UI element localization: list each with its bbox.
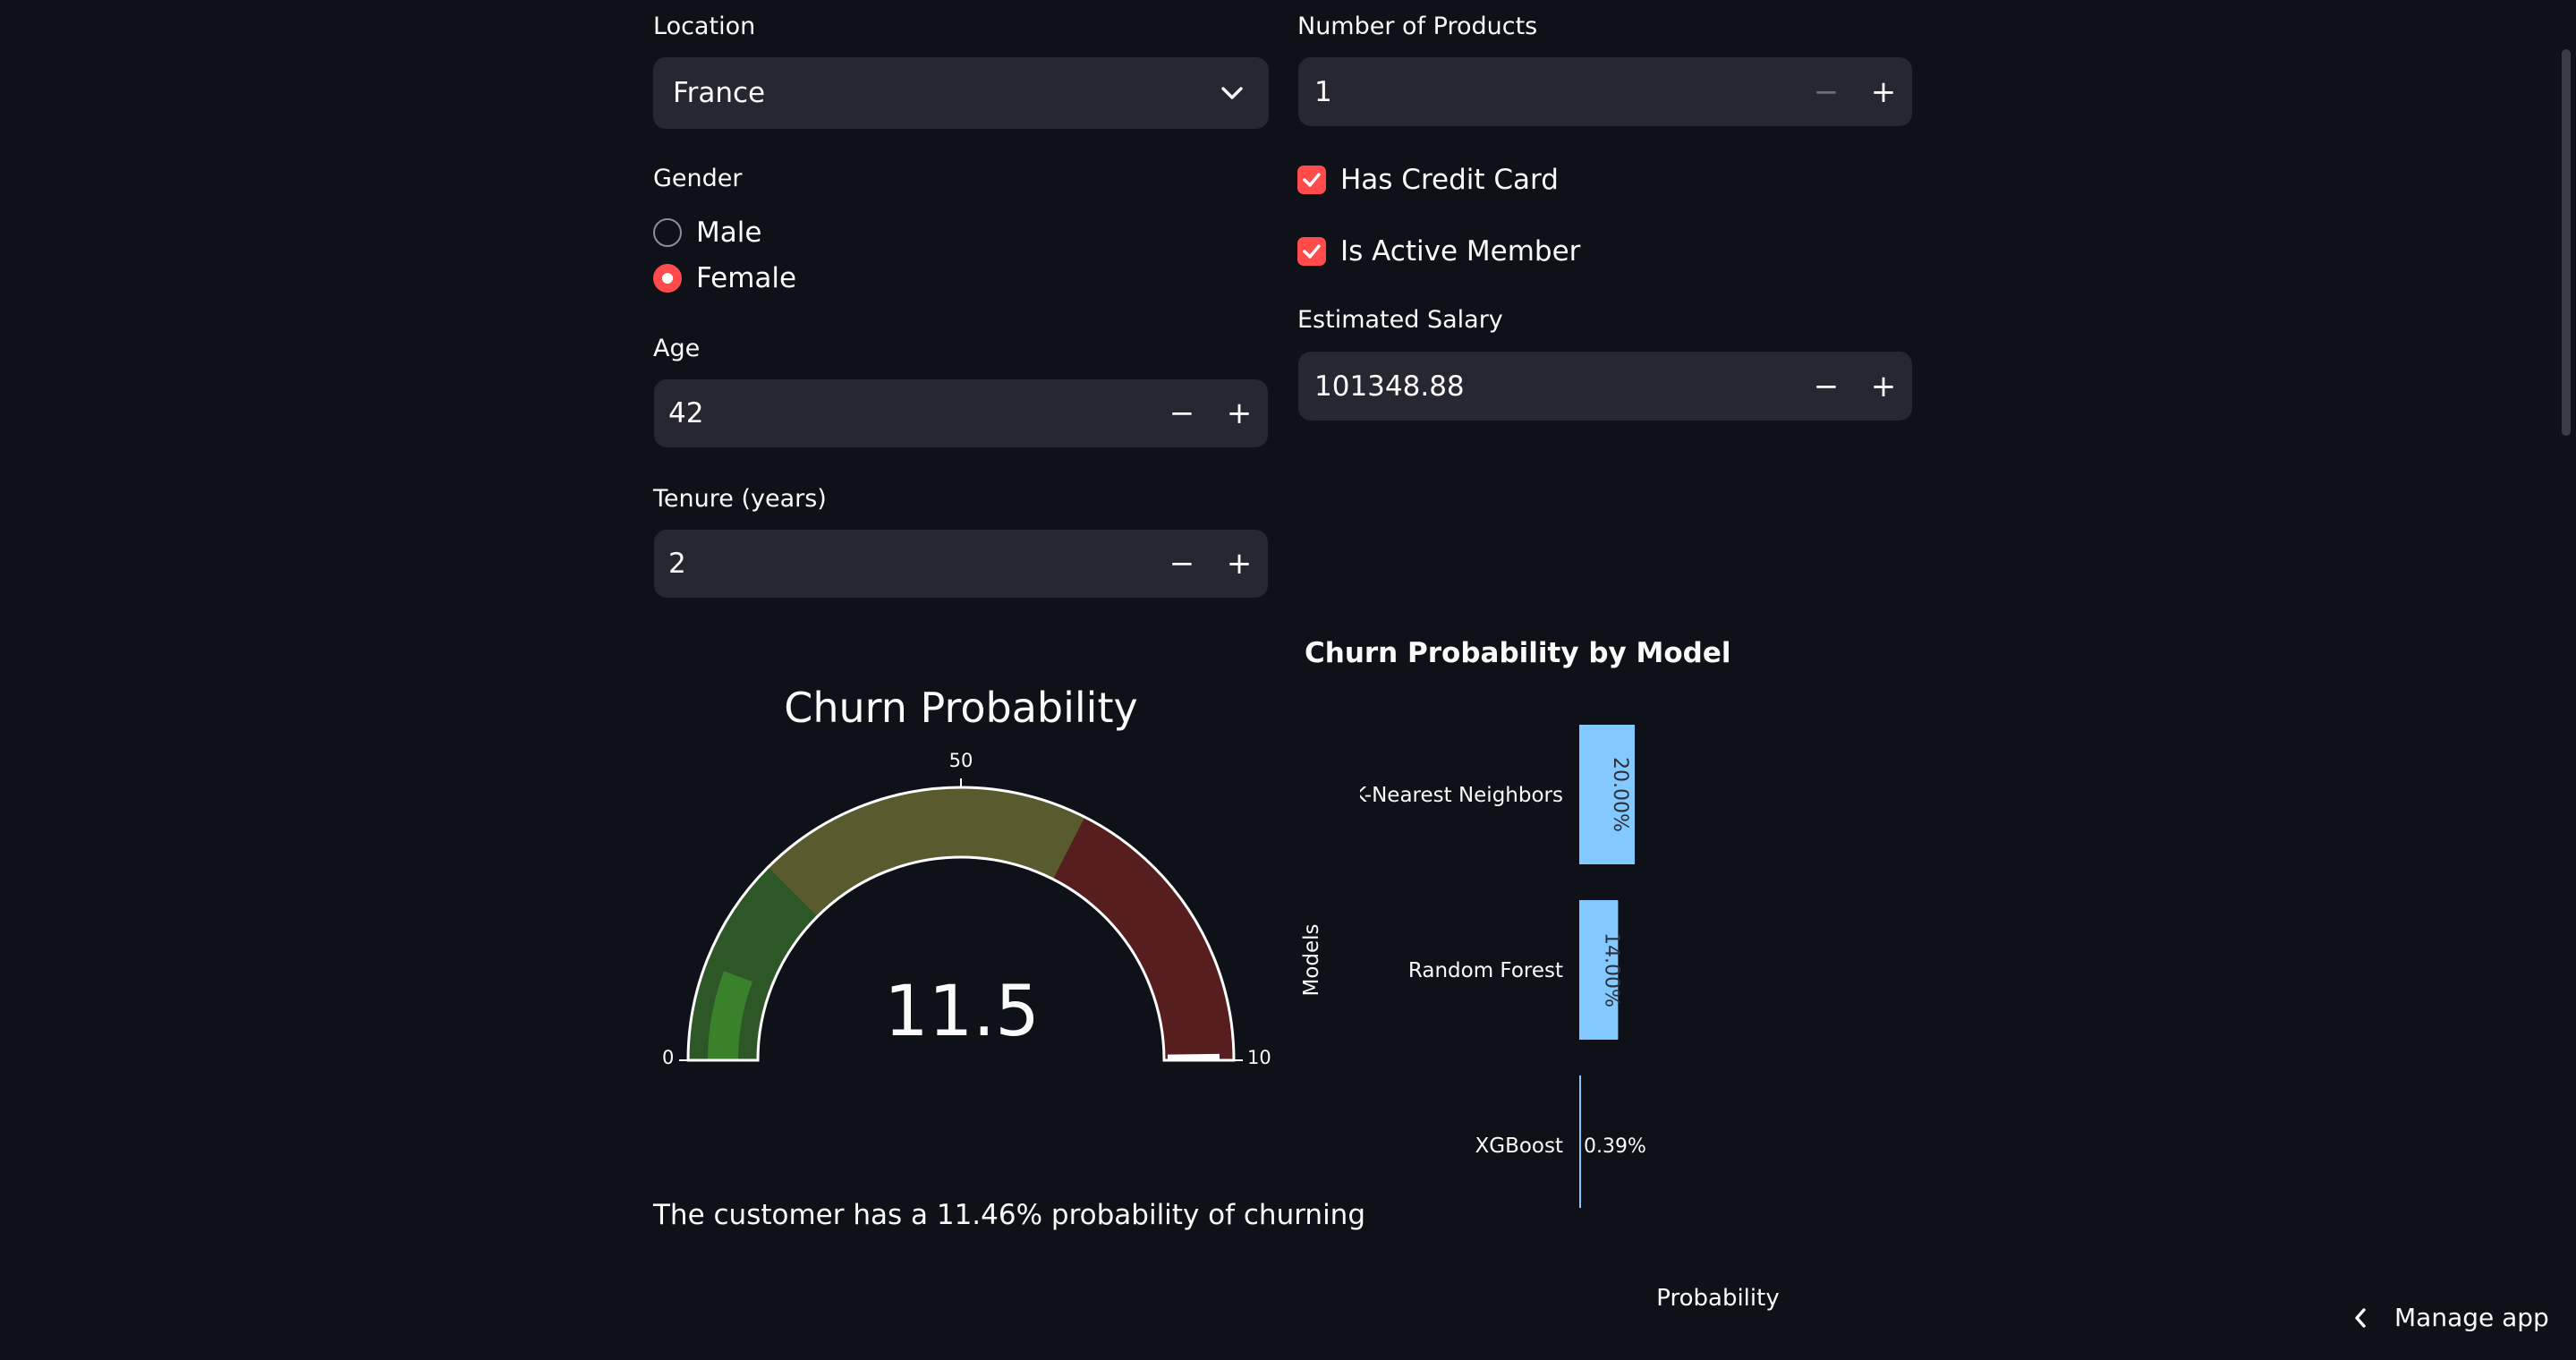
manage-app-button[interactable]: Manage app <box>2353 1303 2549 1332</box>
manage-app-label: Manage app <box>2394 1303 2549 1332</box>
bar-value-label: 20.00% <box>1609 757 1631 832</box>
age-input[interactable]: 42 − + <box>654 379 1268 447</box>
tenure-decrement-button[interactable]: − <box>1169 546 1195 582</box>
radio-male[interactable] <box>653 218 682 247</box>
gender-option-label: Female <box>696 262 797 294</box>
is-active-member-label: Is Active Member <box>1340 235 1581 268</box>
age-label: Age <box>653 335 701 362</box>
category-label: K-Nearest Neighbors <box>1360 784 1563 807</box>
gauge-value: 11.5 <box>884 972 1040 1052</box>
gauge-threshold-marker <box>1167 1053 1220 1061</box>
bar-value-label: 14.00% <box>1601 932 1623 1007</box>
gender-option-male[interactable]: Male <box>653 217 761 249</box>
gauge-tick-mid: 50 <box>948 750 973 771</box>
tenure-input[interactable]: 2 − + <box>654 530 1268 598</box>
num-products-input[interactable]: 1 − + <box>1298 57 1912 126</box>
radio-female[interactable] <box>653 264 682 293</box>
gauge-value-bar <box>708 971 752 1060</box>
tenure-value: 2 <box>668 548 686 580</box>
gauge-tick-min: 0 <box>662 1047 675 1068</box>
gauge-tick-max: 10 <box>1247 1047 1271 1068</box>
category-label: XGBoost <box>1475 1135 1563 1158</box>
num-products-label: Number of Products <box>1297 13 1538 40</box>
gauge-band-high <box>1053 817 1234 1060</box>
gender-label: Gender <box>653 165 743 192</box>
gender-option-label: Male <box>696 217 762 249</box>
page-scrollbar[interactable] <box>2562 49 2571 436</box>
churn-gauge <box>679 778 1243 1062</box>
has-credit-card-checkbox[interactable]: Has Credit Card <box>1297 164 1559 196</box>
is-active-member-checkbox[interactable]: Is Active Member <box>1297 235 1580 268</box>
bar-2[interactable] <box>1579 1075 1581 1208</box>
bar-value-label: 0.39% <box>1584 1135 1646 1158</box>
bar-1[interactable] <box>1579 900 1619 1040</box>
churn-summary-text: The customer has a 11.46% probability of… <box>653 1199 1366 1231</box>
location-select[interactable]: France <box>653 57 1269 129</box>
chart-title: Churn Probability by Model <box>1305 637 1731 669</box>
gauge-title: Churn Probability <box>784 684 1138 732</box>
chart-x-axis-title: Probability <box>1656 1285 1780 1312</box>
model-bar-chart: K-Nearest Neighbors 20.00% Random Forest 14… <box>1360 725 1646 1208</box>
gauge-band-mid <box>768 787 1085 917</box>
chevron-left-icon <box>2353 1307 2368 1329</box>
category-label: Random Forest <box>1408 959 1563 982</box>
estimated-salary-value: 101348.88 <box>1314 370 1465 403</box>
age-decrement-button[interactable]: − <box>1169 395 1195 431</box>
checkmark-icon[interactable] <box>1297 166 1326 194</box>
location-label: Location <box>653 13 756 40</box>
tenure-label: Tenure (years) <box>653 485 827 513</box>
num-products-value: 1 <box>1314 75 1332 108</box>
checkmark-icon[interactable] <box>1297 237 1326 266</box>
estimated-salary-label: Estimated Salary <box>1297 306 1503 334</box>
gender-option-female[interactable]: Female <box>653 262 796 294</box>
location-value: France <box>673 77 766 109</box>
num-products-increment-button[interactable]: + <box>1870 73 1897 110</box>
age-increment-button[interactable]: + <box>1226 395 1253 431</box>
tenure-increment-button[interactable]: + <box>1226 546 1253 582</box>
chart-y-axis-title: Models <box>1300 923 1323 997</box>
age-value: 42 <box>668 397 704 429</box>
has-credit-card-label: Has Credit Card <box>1340 164 1559 196</box>
estimated-salary-input[interactable]: 101348.88 − + <box>1298 352 1912 421</box>
chevron-down-icon <box>1220 86 1244 100</box>
salary-decrement-button[interactable]: − <box>1813 368 1840 404</box>
bar-0[interactable] <box>1579 725 1635 864</box>
salary-increment-button[interactable]: + <box>1870 368 1897 404</box>
gauge-outline <box>686 786 1236 1062</box>
num-products-decrement-button[interactable]: − <box>1813 73 1840 110</box>
